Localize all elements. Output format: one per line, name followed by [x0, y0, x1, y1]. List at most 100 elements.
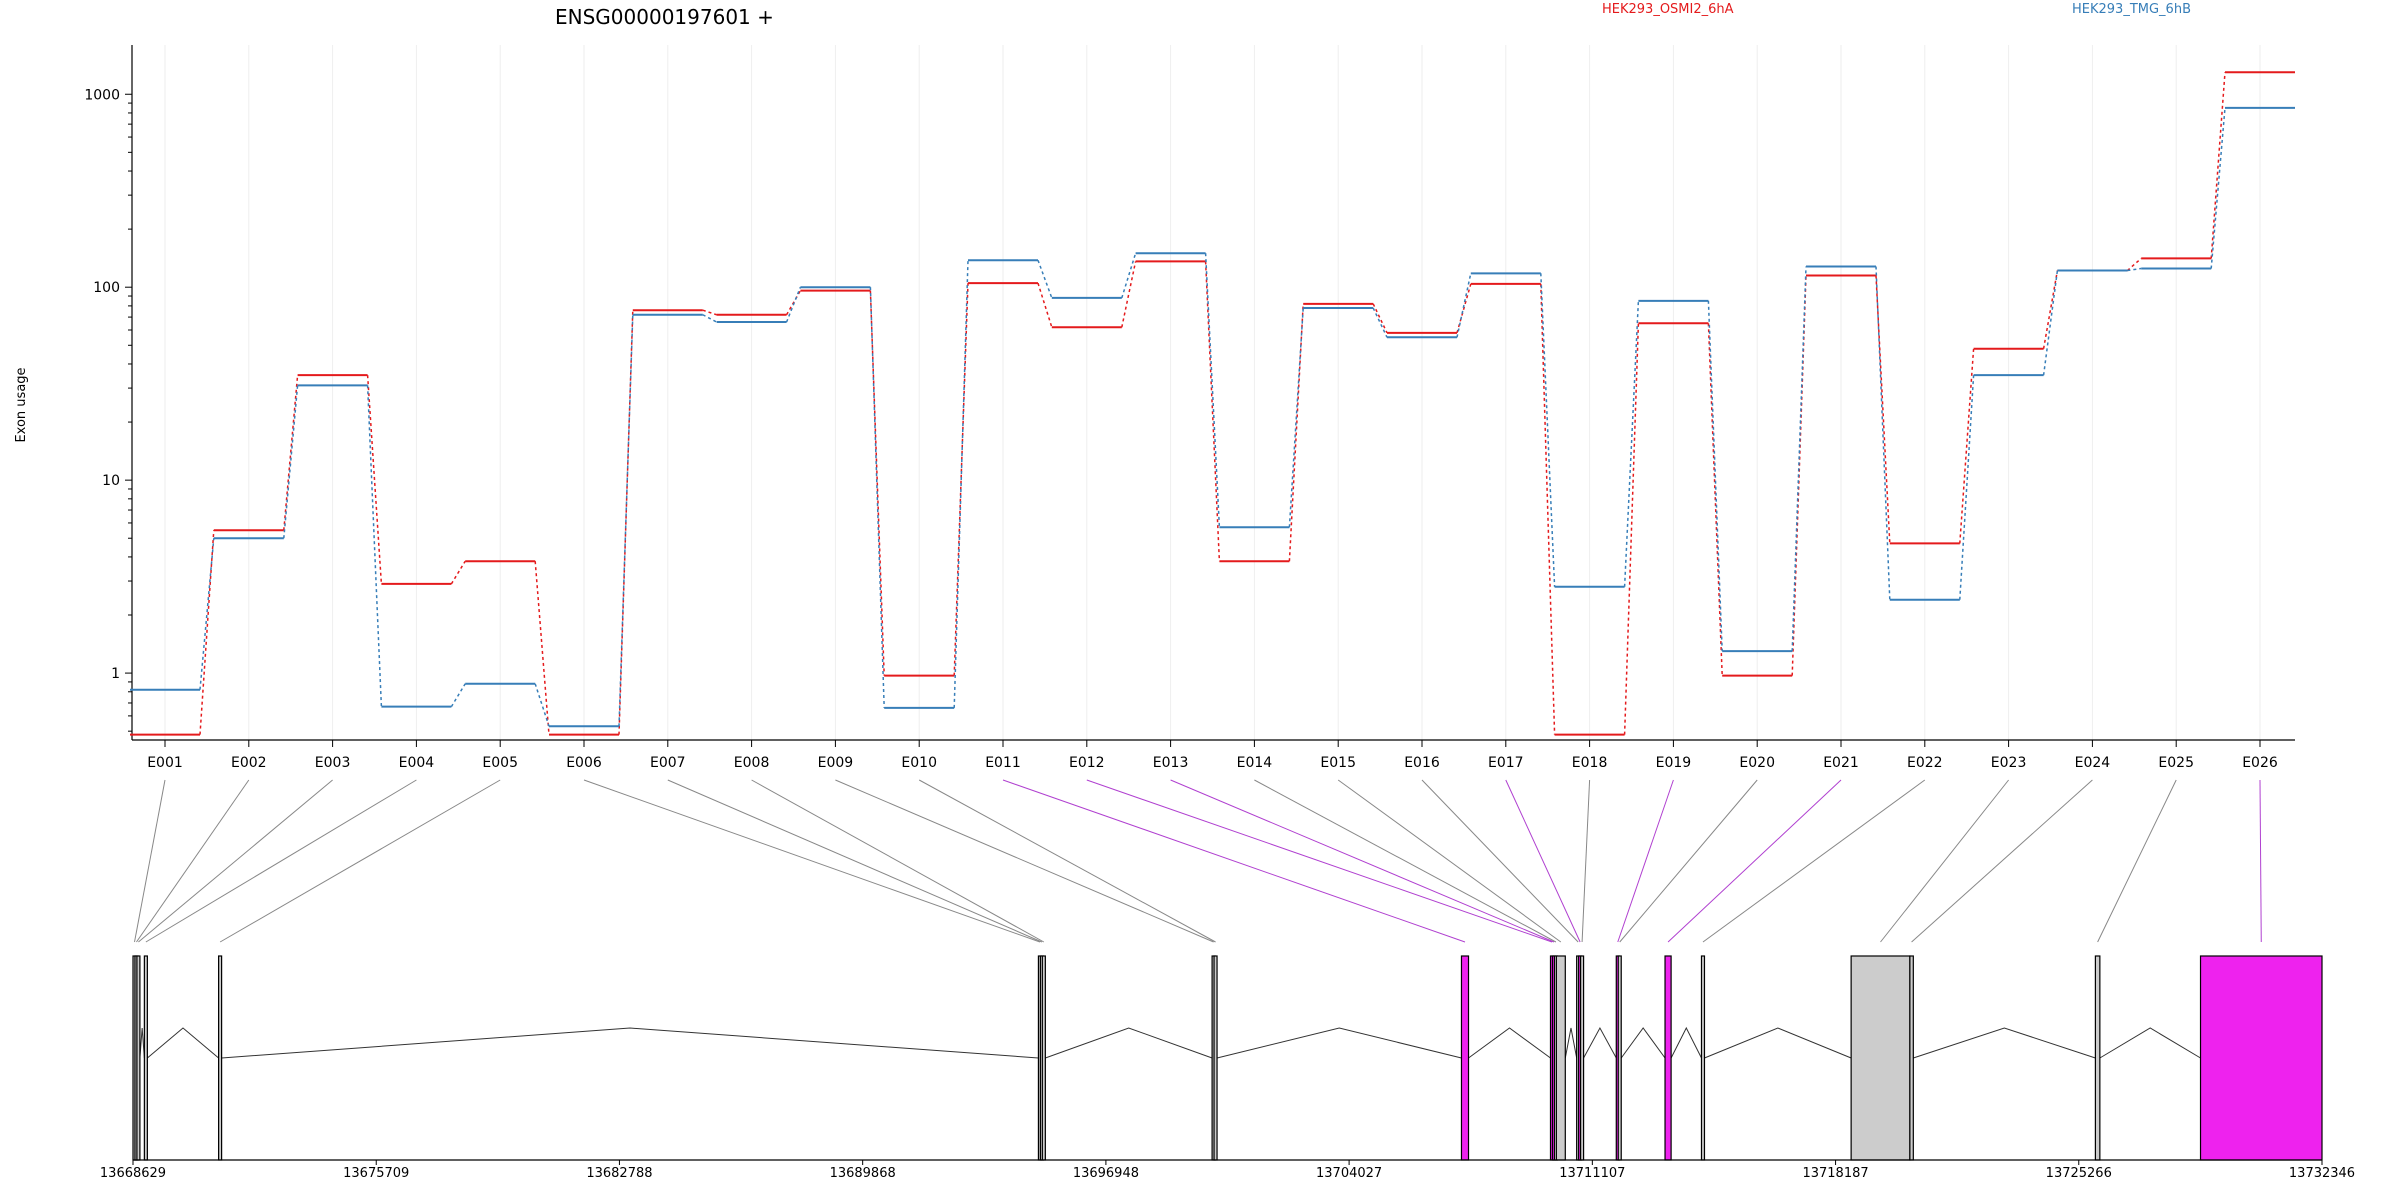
series-connector	[1623, 300, 1640, 587]
series-2	[130, 106, 2295, 728]
x-tick-label: E023	[1991, 755, 2027, 771]
intron-line	[1468, 1027, 1551, 1059]
series-connector	[534, 561, 550, 735]
legend-series-1: HEK293_OSMI2_6hA	[1602, 2, 1734, 17]
series-connector	[1037, 282, 1053, 328]
genomic-tick-label: 13732346	[2289, 1166, 2355, 1181]
exon-E026	[2199, 955, 2323, 1161]
series-connector	[2127, 267, 2142, 272]
series-connector	[1540, 283, 1556, 735]
series-connector	[1456, 273, 1472, 338]
y-tick-label: 100	[93, 280, 120, 296]
genomic-tick-label: 13718187	[1802, 1166, 1868, 1181]
exon-connector	[1880, 779, 2009, 943]
exon-E010	[1213, 955, 1218, 1161]
x-tick-label: E012	[1069, 755, 1105, 771]
series-connector	[1959, 348, 1975, 544]
series-connector	[1875, 275, 1891, 544]
x-tick-label: E026	[2242, 755, 2278, 771]
series-connector	[785, 286, 802, 323]
exon-connector	[1581, 779, 1591, 943]
series-connector	[618, 314, 634, 727]
exon-E025	[2094, 955, 2101, 1161]
exon-E005	[218, 955, 223, 1161]
intron-line	[139, 1027, 145, 1059]
genomic-tick-label: 13696948	[1073, 1166, 1139, 1181]
gene-model	[132, 955, 2323, 1161]
exon-connector	[138, 779, 333, 943]
series-connector	[366, 385, 383, 707]
x-tick-label: E020	[1739, 755, 1775, 771]
exon-connector	[1505, 779, 1581, 943]
exon-connector	[1086, 779, 1553, 943]
intron-line	[1704, 1027, 1852, 1059]
x-tick-label: E018	[1572, 755, 1608, 771]
x-tick-label: E011	[985, 755, 1021, 771]
exon-connector	[134, 779, 166, 943]
exon-E015	[1555, 955, 1566, 1161]
intron-line	[1564, 1027, 1578, 1059]
series-connector	[2042, 270, 2059, 349]
x-tick-label: E005	[482, 755, 518, 771]
exon-E023	[1850, 955, 1911, 1161]
x-tick-label: E022	[1907, 755, 1943, 771]
series-connector	[1037, 259, 1053, 299]
series-connector	[199, 538, 215, 690]
series-connector	[450, 683, 466, 708]
y-axis-label: Exon usage	[14, 367, 29, 442]
series-connector	[1121, 261, 1137, 328]
genomic-tick-label: 13668629	[100, 1166, 166, 1181]
y-tick-label: 10	[102, 473, 120, 489]
series-connector	[1875, 266, 1891, 600]
exon-E003	[136, 955, 141, 1161]
series-connector	[702, 309, 717, 316]
exon-connector	[1337, 779, 1562, 943]
x-tick-label: E004	[399, 755, 435, 771]
exon-E021	[1664, 955, 1672, 1161]
exon-connector	[1911, 779, 2093, 943]
series-connector	[702, 314, 717, 323]
intron-line	[1045, 1027, 1213, 1059]
exon-connector	[1702, 779, 1926, 943]
series-connector	[1121, 253, 1137, 299]
exon-connector	[1254, 779, 1557, 943]
series-connector	[283, 375, 299, 531]
exon-connector	[667, 779, 1043, 943]
genomic-tick-label: 13704027	[1316, 1166, 1382, 1181]
series-connector	[1372, 303, 1388, 334]
x-tick-label: E003	[315, 755, 351, 771]
exon-E024	[1909, 955, 1914, 1161]
series-connector	[2042, 270, 2059, 376]
series-connector	[1372, 307, 1388, 338]
series-connector	[2126, 257, 2142, 272]
x-tick-label: E024	[2075, 755, 2111, 771]
genomic-axis: 13668629 13675709 13682788 13689868 13696948…	[100, 1159, 2355, 1181]
y-tick-label: 1000	[84, 87, 120, 103]
genomic-tick-label: 13689868	[830, 1166, 896, 1181]
x-tick-label: E001	[147, 755, 183, 771]
x-tick-label: E008	[734, 755, 770, 771]
intron-line	[2099, 1027, 2201, 1059]
x-tick-label: E015	[1320, 755, 1356, 771]
genomic-tick-label: 13682788	[586, 1166, 652, 1181]
y-axis: 1 10 100 1000	[84, 45, 133, 740]
intron-line	[1216, 1027, 1462, 1059]
x-tick-label: E010	[901, 755, 937, 771]
y-tick-label: 1	[111, 666, 120, 682]
exon-connector	[583, 779, 1041, 943]
legend-series-2: HEK293_TMG_6hB	[2072, 2, 2191, 17]
series-connector	[2210, 107, 2226, 269]
exon-connector	[136, 779, 250, 943]
genomic-tick-label: 13675709	[343, 1166, 409, 1181]
series-connector	[1707, 323, 1723, 676]
x-tick-label: E014	[1237, 755, 1273, 771]
genomic-tick-label: 13711107	[1559, 1166, 1625, 1181]
series-connector	[1791, 266, 1807, 652]
series-connector	[366, 375, 383, 584]
series-connector	[1288, 307, 1304, 528]
series-connector	[1288, 303, 1304, 562]
exon-connector	[2097, 779, 2177, 943]
exon-connector	[2259, 779, 2262, 943]
intron-line	[1913, 1027, 2096, 1059]
